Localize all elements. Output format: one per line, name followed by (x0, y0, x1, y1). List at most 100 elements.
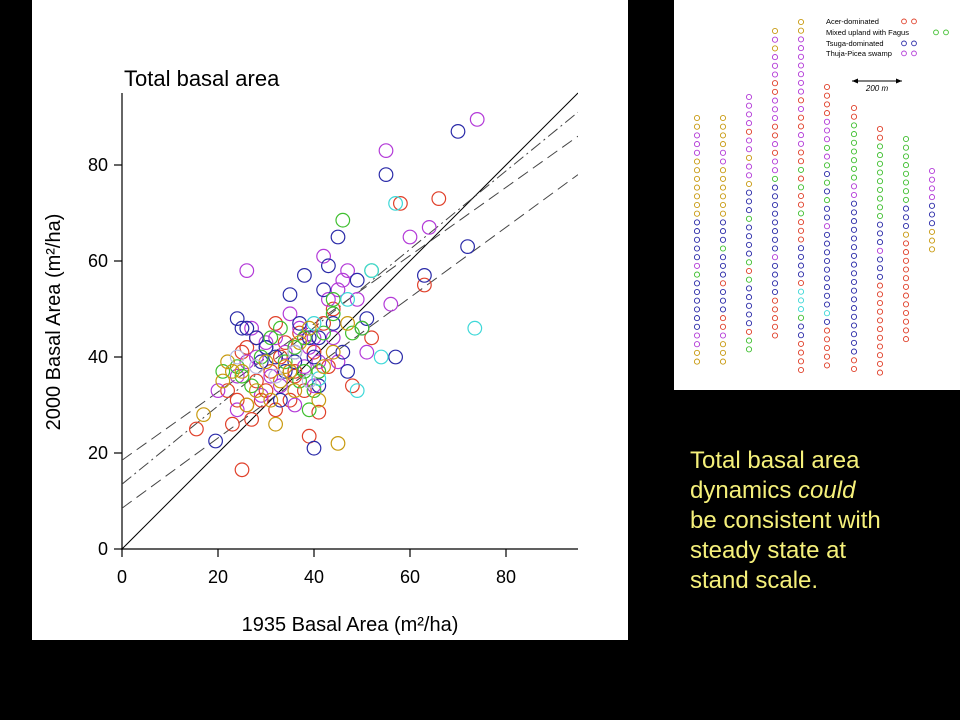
plot-marker (876, 369, 884, 376)
plot-marker (719, 201, 727, 209)
plot-marker (797, 71, 805, 78)
plot-marker (797, 306, 805, 313)
plot-marker (850, 322, 858, 329)
data-point (292, 320, 308, 336)
plot-marker (876, 282, 884, 289)
data-point (316, 316, 332, 331)
chart-panel: Total basal area 1935 Basal Area (m²/ha)… (32, 0, 628, 640)
plot-marker (771, 193, 779, 200)
data-point (345, 378, 360, 394)
data-point (272, 320, 288, 336)
plot-marker (823, 223, 831, 230)
plot-marker (823, 118, 831, 125)
plot-marker (902, 222, 910, 230)
plot-marker (902, 240, 910, 247)
plot-marker (797, 227, 805, 234)
plot-marker (850, 278, 858, 286)
plot-marker (850, 296, 858, 303)
plot-marker (797, 132, 805, 139)
plot-marker (797, 123, 805, 130)
plot-marker (797, 314, 805, 321)
plot-marker (745, 180, 753, 188)
plot-marker (928, 194, 936, 201)
plot-marker (797, 219, 805, 226)
data-point (248, 373, 264, 389)
legend-label: Mixed upland with Fagus (826, 28, 909, 37)
plot-marker (771, 254, 779, 261)
data-point (287, 368, 303, 384)
plot-marker (745, 120, 753, 127)
data-point (330, 282, 346, 298)
plot-marker (771, 297, 779, 304)
plot-marker (928, 246, 936, 253)
plot-marker (823, 162, 831, 169)
data-point (311, 378, 327, 394)
plot-marker (876, 143, 884, 150)
plot-marker (719, 315, 727, 322)
plot-marker (850, 218, 858, 225)
plot-marker (902, 257, 910, 264)
data-point (335, 344, 351, 360)
plot-marker (823, 249, 831, 256)
plot-marker (693, 167, 701, 174)
data-point (263, 330, 279, 346)
plot-marker (771, 88, 779, 95)
plot-marker (745, 320, 753, 327)
plot-marker (850, 339, 858, 346)
plot-marker (745, 224, 753, 231)
plot-marker (693, 315, 701, 322)
plot-marker (823, 127, 831, 134)
plot-marker (745, 207, 753, 214)
data-point (277, 354, 293, 370)
plot-marker (693, 132, 701, 139)
plot-marker (902, 336, 910, 343)
data-point (402, 229, 418, 245)
plot-marker (693, 184, 701, 191)
data-point (239, 320, 255, 336)
plot-marker (719, 306, 727, 313)
data-point (268, 402, 284, 418)
plot-marker (876, 195, 884, 202)
plot-marker (719, 158, 727, 165)
plot-marker (745, 128, 753, 135)
plot-marker (745, 285, 753, 292)
data-point (311, 364, 327, 379)
plot-marker (693, 358, 701, 365)
data-point (244, 320, 260, 336)
legend-marker (901, 40, 907, 47)
plot-marker (902, 318, 910, 325)
plot-marker (771, 210, 779, 217)
plot-marker (719, 262, 727, 269)
data-point (234, 364, 250, 379)
data-point (306, 344, 322, 360)
plot-marker (823, 153, 831, 160)
plot-marker (771, 306, 779, 313)
plot-marker (797, 62, 805, 69)
y-tick-label: 80 (88, 155, 108, 175)
plot-marker (693, 306, 701, 313)
plot-marker (797, 332, 805, 339)
plot-marker (719, 123, 727, 130)
data-point (417, 268, 432, 283)
data-point (388, 349, 404, 365)
plot-marker (797, 45, 805, 52)
plot-marker (850, 313, 858, 320)
plot-marker (797, 279, 805, 287)
plot-marker (823, 292, 831, 299)
plot-marker (719, 149, 727, 156)
plot-marker (850, 261, 858, 268)
plot-marker (771, 184, 779, 191)
caption-emphasis: could (798, 477, 856, 504)
data-point (301, 320, 317, 336)
plot-marker (745, 172, 753, 179)
data-point (248, 349, 264, 365)
plot-marker (850, 165, 858, 172)
plot-marker (771, 280, 779, 287)
plot-marker (902, 135, 910, 143)
plot-marker (719, 167, 727, 174)
data-point (359, 311, 375, 327)
plot-marker (719, 184, 727, 191)
plot-marker (823, 170, 831, 178)
plot-marker (797, 192, 805, 200)
plot-marker (823, 136, 831, 143)
